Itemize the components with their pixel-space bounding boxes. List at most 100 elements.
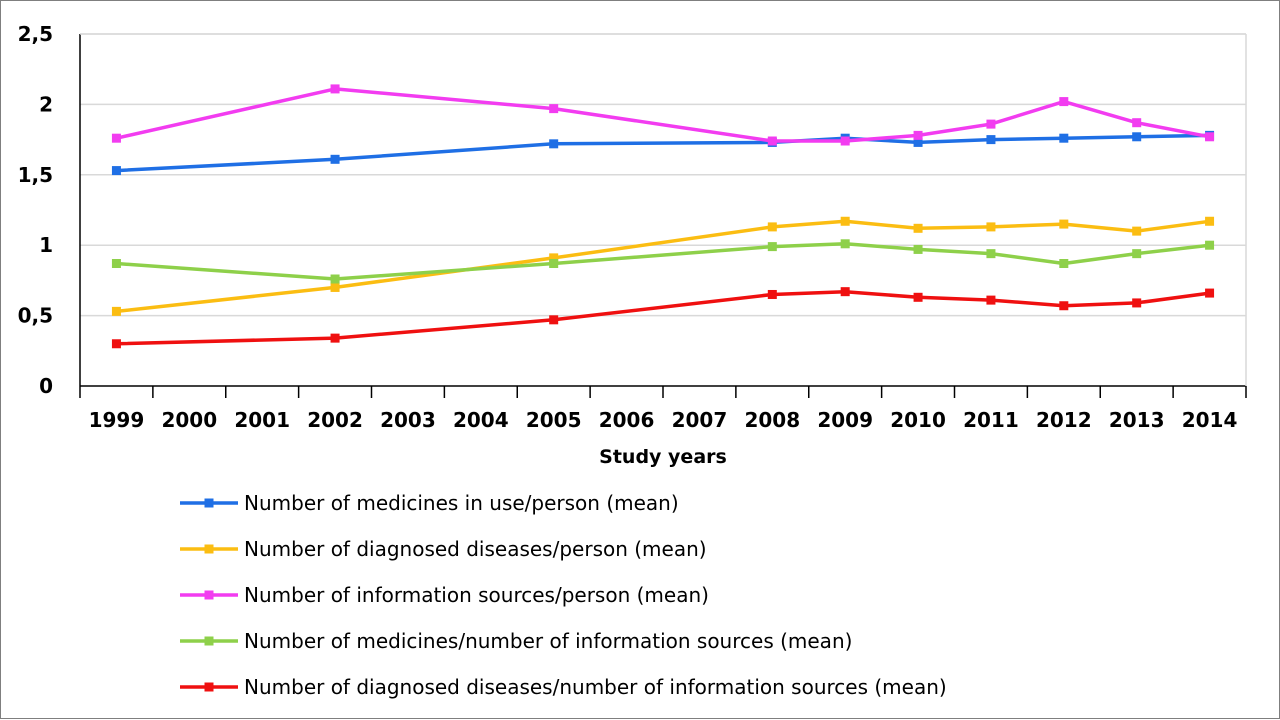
y-tick-label: 2,5	[18, 22, 53, 46]
x-axis-label: Study years	[599, 446, 727, 468]
series-1	[111, 130, 1215, 176]
data-point	[1205, 288, 1215, 298]
data-point	[986, 295, 996, 305]
data-point	[330, 84, 340, 94]
data-point	[1059, 133, 1069, 143]
data-point	[986, 249, 996, 259]
x-tick-label: 2000	[161, 408, 217, 432]
data-point	[330, 333, 340, 343]
y-tick-label: 0,5	[18, 304, 53, 328]
legend-label: Number of information sources/person (me…	[244, 583, 709, 607]
data-point	[549, 139, 559, 149]
x-tick-label: 2008	[744, 408, 800, 432]
data-point	[767, 136, 777, 146]
data-point	[767, 289, 777, 299]
x-tick-label: 2010	[890, 408, 946, 432]
data-point	[1205, 240, 1215, 250]
x-tick-label: 2006	[599, 408, 655, 432]
data-point	[840, 136, 850, 146]
y-tick-label: 2	[39, 92, 53, 116]
data-point	[1059, 259, 1069, 269]
data-point	[840, 287, 850, 297]
legend-item: Number of information sources/person (me…	[180, 583, 709, 607]
y-tick-labels: 0 0,5 1 1,5 2 2,5	[18, 22, 53, 398]
data-point	[330, 274, 340, 284]
data-point	[840, 216, 850, 226]
x-tick-label: 2007	[672, 408, 728, 432]
data-point	[767, 222, 777, 232]
x-tick-label: 2014	[1182, 408, 1238, 432]
data-point	[1059, 219, 1069, 229]
data-point	[549, 253, 559, 263]
legend-marker	[204, 544, 214, 554]
data-point	[913, 244, 923, 254]
legend-label: Number of medicines/number of informatio…	[244, 629, 852, 653]
x-tick-label: 2001	[234, 408, 290, 432]
legend: Number of medicines in use/person (mean)…	[180, 491, 947, 699]
data-point	[1132, 298, 1142, 308]
x-tick-label: 2003	[380, 408, 436, 432]
x-tick-label: 2004	[453, 408, 509, 432]
legend-marker	[204, 498, 214, 508]
series-line	[116, 133, 1210, 173]
x-tick-label: 2012	[1036, 408, 1092, 432]
x-tick-label: 2002	[307, 408, 363, 432]
data-point	[1132, 226, 1142, 236]
legend-item: Number of medicines in use/person (mean)	[180, 491, 679, 515]
series-4	[111, 239, 1215, 284]
data-point	[913, 292, 923, 302]
series-line	[116, 289, 1210, 346]
y-tick-label: 1	[39, 233, 53, 257]
data-point	[986, 222, 996, 232]
x-tick-labels: 1999 2000 2001 2002 2003 2004 2005 2006 2007 2008…	[89, 408, 1238, 432]
data-point	[1205, 216, 1215, 226]
data-point	[111, 306, 121, 316]
legend-label: Number of medicines in use/person (mean)	[244, 491, 679, 515]
data-point	[111, 133, 121, 143]
y-tick-label: 0	[39, 374, 53, 398]
data-point	[1132, 132, 1142, 142]
axes	[79, 33, 1247, 398]
series-2	[111, 216, 1215, 316]
series-layer	[111, 84, 1215, 349]
data-point	[840, 239, 850, 249]
data-point	[913, 137, 923, 147]
data-point	[1059, 301, 1069, 311]
data-point	[913, 130, 923, 140]
legend-marker	[204, 590, 214, 600]
data-point	[111, 166, 121, 176]
series-line	[116, 219, 1210, 314]
series-line	[116, 87, 1210, 143]
legend-label: Number of diagnosed diseases/number of i…	[244, 675, 947, 699]
data-point	[1132, 118, 1142, 128]
data-point	[330, 154, 340, 164]
x-tick-label: 2013	[1109, 408, 1165, 432]
data-point	[549, 259, 559, 269]
data-point	[1059, 97, 1069, 107]
legend-item: Number of diagnosed diseases/person (mea…	[180, 537, 707, 561]
legend-item: Number of diagnosed diseases/number of i…	[180, 675, 947, 699]
data-point	[913, 223, 923, 233]
series-line	[116, 242, 1210, 281]
x-tick-label: 1999	[89, 408, 145, 432]
data-point	[986, 119, 996, 129]
data-point	[986, 135, 996, 145]
series-3	[111, 84, 1215, 146]
x-tick-label: 2009	[817, 408, 873, 432]
data-point	[111, 259, 121, 269]
legend-item: Number of medicines/number of informatio…	[180, 629, 852, 653]
data-point	[1205, 132, 1215, 142]
legend-marker	[204, 682, 214, 692]
x-tick-label: 2011	[963, 408, 1019, 432]
data-point	[330, 282, 340, 292]
series-5	[111, 287, 1215, 349]
data-point	[767, 242, 777, 252]
data-point	[549, 315, 559, 325]
y-tick-label: 1,5	[18, 163, 53, 187]
data-point	[549, 104, 559, 114]
legend-marker	[204, 636, 214, 646]
data-point	[111, 339, 121, 349]
x-tick-label: 2005	[526, 408, 582, 432]
